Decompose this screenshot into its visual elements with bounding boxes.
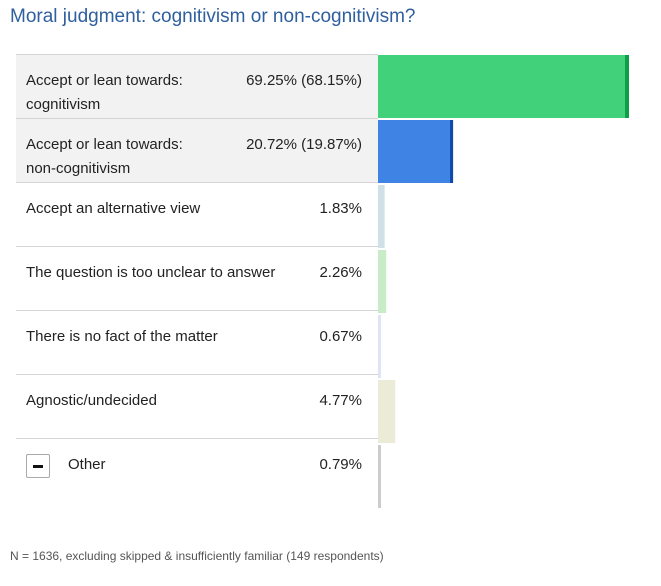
bar-segment-accept — [625, 55, 629, 118]
bar — [378, 315, 381, 378]
table-row: The question is too unclear to answer 2.… — [16, 246, 378, 310]
bar — [378, 185, 385, 248]
bar-segment-lean — [378, 55, 626, 118]
row-value: 2.26% — [319, 264, 362, 281]
bar — [378, 380, 396, 443]
row-label: Agnostic/undecided — [26, 392, 157, 409]
row-label: Accept an alternative view — [26, 200, 201, 217]
table-row: Other 0.79% — [16, 438, 378, 502]
table-row: Accept or lean towards: cognitivism 69.2… — [16, 54, 378, 118]
row-value: 0.67% — [319, 328, 362, 345]
response-table: Accept or lean towards: cognitivism 69.2… — [16, 54, 378, 502]
table-row: Agnostic/undecided 4.77% — [16, 374, 378, 438]
table-row: There is no fact of the matter 0.67% — [16, 310, 378, 374]
bar-segment-accept — [450, 120, 454, 183]
table-row: Accept or lean towards: non-cognitivism … — [16, 118, 378, 182]
row-label: Accept or lean towards: cognitivism — [26, 72, 183, 113]
collapse-toggle-button[interactable] — [26, 454, 50, 478]
bar — [378, 250, 387, 313]
row-label: Other — [68, 456, 106, 473]
bar-chart — [378, 55, 629, 508]
row-value: 1.83% — [319, 200, 362, 217]
bar-segment-lean — [378, 120, 451, 183]
row-value: 20.72% (19.87%) — [246, 136, 362, 153]
sample-note: N = 1636, excluding skipped & insufficie… — [10, 549, 384, 563]
table-row: Accept an alternative view 1.83% — [16, 182, 378, 246]
bar — [378, 445, 381, 508]
row-label: Accept or lean towards: non-cognitivism — [26, 136, 183, 177]
row-label: The question is too unclear to answer — [26, 264, 276, 281]
row-value: 4.77% — [319, 392, 362, 409]
row-value: 69.25% (68.15%) — [246, 72, 362, 89]
chart-title: Moral judgment: cognitivism or non-cogni… — [10, 6, 416, 27]
row-label: There is no fact of the matter — [26, 328, 218, 345]
row-value: 0.79% — [319, 456, 362, 473]
